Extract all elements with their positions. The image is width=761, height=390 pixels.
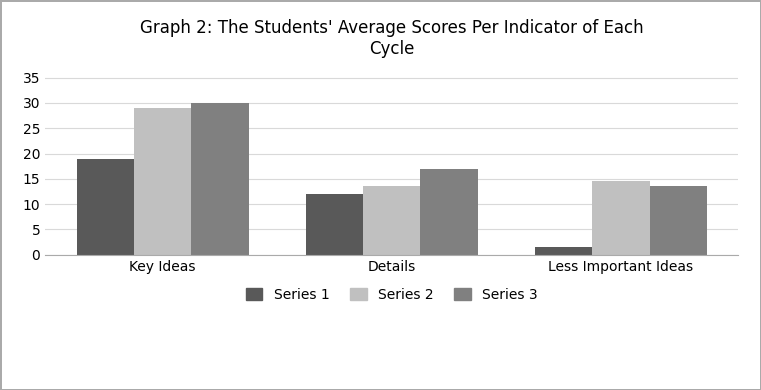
Bar (77, 159, 134, 255)
Bar (363, 186, 420, 255)
Bar (306, 194, 363, 255)
Bar (191, 103, 249, 255)
Bar (592, 181, 650, 255)
Bar (134, 108, 191, 255)
Legend: Series 1, Series 2, Series 3: Series 1, Series 2, Series 3 (240, 282, 543, 308)
Bar (535, 247, 592, 255)
Bar (650, 186, 707, 255)
Title: Graph 2: The Students' Average Scores Per Indicator of Each
Cycle: Graph 2: The Students' Average Scores Pe… (140, 19, 644, 58)
Bar (420, 169, 478, 255)
